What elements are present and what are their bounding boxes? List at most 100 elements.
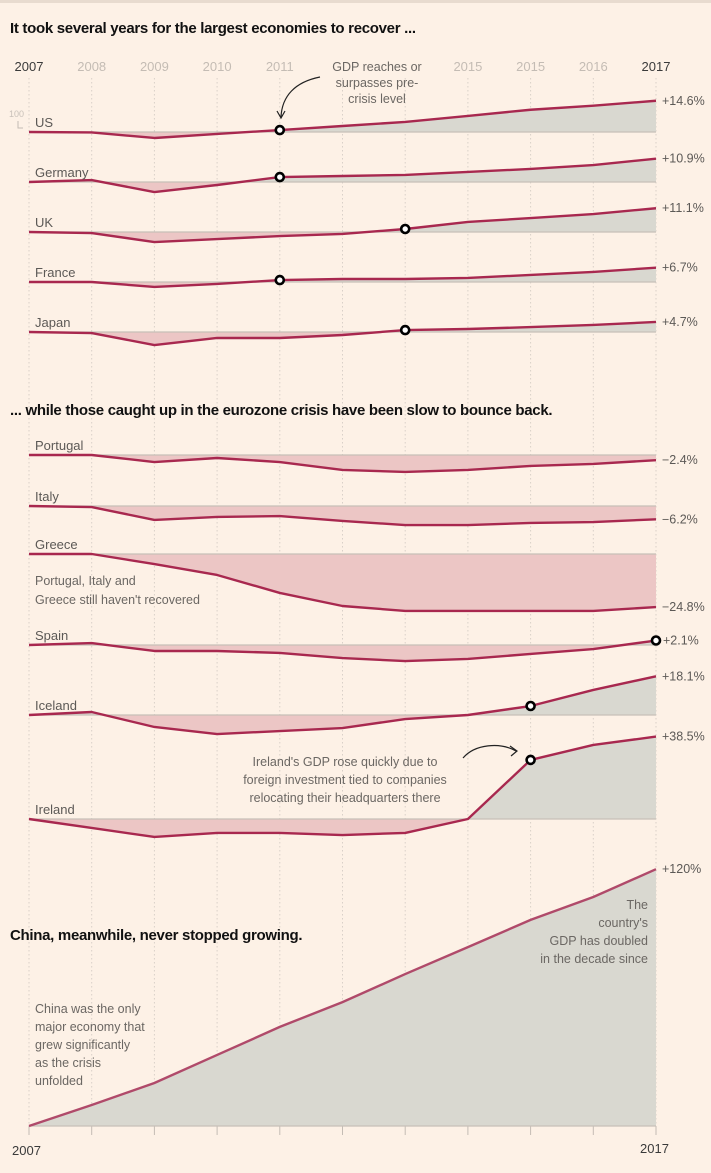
area-above-baseline <box>29 676 656 715</box>
series-label: Iceland <box>35 698 77 713</box>
x-tick-label-top: 2010 <box>203 59 232 74</box>
end-value-label: −6.2% <box>662 512 698 526</box>
heading-eurozone: ... while those caught up in the eurozon… <box>10 402 552 419</box>
end-value-label: +11.1% <box>662 201 704 215</box>
panel-spain: Spain +2.1% <box>28 628 699 663</box>
series-line-italy <box>28 504 657 527</box>
x-axis-bottom: 2007 2017 <box>12 1126 669 1158</box>
panel-uk: UK +11.1% <box>28 201 704 244</box>
series-label: Japan <box>35 315 70 330</box>
end-value-label: +38.5% <box>662 730 705 744</box>
recovery-marker <box>274 171 286 183</box>
annotation-recovery-line-2: surpasses pre- <box>336 76 419 90</box>
area-below-baseline <box>106 645 624 662</box>
heading-china: China, meanwhile, never stopped growing. <box>10 927 302 944</box>
end-value-label: +4.7% <box>662 315 698 329</box>
annotation-china-right-line-1: The <box>626 898 648 912</box>
area-below-baseline <box>91 455 656 472</box>
panel-ireland: Ireland +38.5% <box>28 730 705 839</box>
panel-france: France +6.7% <box>29 261 698 289</box>
heading-largest-economies: It took several years for the largest ec… <box>10 20 416 37</box>
series-line-uk <box>28 207 657 244</box>
x-tick-label-top: 2015 <box>516 59 545 74</box>
series-label: France <box>35 265 75 280</box>
series-label: Spain <box>35 628 68 643</box>
area-below-baseline <box>91 554 656 611</box>
panel-germany: Germany +10.9% <box>28 152 705 194</box>
annotation-pig-line-1: Portugal, Italy and <box>35 574 136 588</box>
panel-greece: Greece −24.8% <box>29 537 705 614</box>
x-tick-label-top: 2008 <box>77 59 106 74</box>
end-value-label: +2.1% <box>663 634 699 648</box>
area-below-baseline <box>29 232 368 243</box>
series-label: Portugal <box>35 438 84 453</box>
annotation-china-left-line-3: grew significantly <box>35 1038 131 1052</box>
x-tick-label-top: 2017 <box>642 59 671 74</box>
area-below-baseline <box>104 715 468 735</box>
series-line-france <box>29 266 657 289</box>
annotation-china-right-line-2: country's <box>598 916 648 930</box>
annotation-china-left-line-5: unfolded <box>35 1074 83 1088</box>
recovery-marker <box>274 274 286 286</box>
end-value-label: +6.7% <box>662 261 698 275</box>
annotation-ireland-line-2: foreign investment tied to companies <box>243 773 447 787</box>
arrowhead-icon <box>509 745 518 757</box>
area-below-baseline <box>101 182 241 193</box>
area-above-baseline <box>467 736 656 819</box>
end-value-label: −2.4% <box>662 453 698 467</box>
annotation-ireland: Ireland's GDP rose quickly due to foreig… <box>243 744 518 805</box>
panel-us: US +14.6% <box>28 94 705 140</box>
series-line-japan <box>28 320 657 347</box>
series-label: Italy <box>35 489 59 504</box>
area-above-baseline <box>29 869 656 1126</box>
end-value-label: +18.1% <box>662 669 705 683</box>
series-label: Ireland <box>35 802 75 817</box>
annotation-china-right-line-4: in the decade since <box>540 952 648 966</box>
annotation-recovery: GDP reaches or surpasses pre- crisis lev… <box>276 60 422 120</box>
series-label: Greece <box>35 537 78 552</box>
x-tick-label-bottom-2007: 2007 <box>12 1143 41 1158</box>
x-tick-label-top: 2009 <box>140 59 169 74</box>
annotation-china-right: The country's GDP has doubled in the dec… <box>540 898 648 966</box>
series-label: UK <box>35 215 53 230</box>
annotation-ireland-line-1: Ireland's GDP rose quickly due to <box>253 755 438 769</box>
area-below-baseline <box>29 132 249 138</box>
series-panels: US +14.6% Germany +10.9% UK +11.1% France +6.7%… <box>28 94 705 1128</box>
recovery-marker <box>399 223 411 235</box>
arrow-icon <box>280 76 321 118</box>
panel-portugal: Portugal −2.4% <box>29 438 698 474</box>
annotation-recovery-line-3: crisis level <box>348 92 406 106</box>
arrowhead-icon <box>276 110 286 120</box>
annotation-china-left-line-1: China was the only <box>35 1002 141 1016</box>
area-above-baseline <box>29 158 656 182</box>
x-axis-top-labels: 2007 2008 2009 2010 2011 2015 2015 2016 2017 <box>15 59 671 74</box>
series-line-portugal <box>29 453 657 474</box>
panel-china: +120% <box>28 862 701 1128</box>
series-line-greece <box>29 552 657 613</box>
panel-iceland: Iceland +18.1% <box>28 669 705 736</box>
recovery-marker <box>274 124 286 136</box>
panel-italy: Italy −6.2% <box>28 489 698 527</box>
area-below-baseline <box>29 506 656 526</box>
x-tick-label-top: 2015 <box>453 59 482 74</box>
series-label: US <box>35 115 53 130</box>
series-line-spain <box>28 639 657 663</box>
series-line-us <box>28 99 657 140</box>
recovery-marker <box>650 635 662 646</box>
annotation-china-left-line-4: as the crisis <box>35 1056 101 1070</box>
series-line-iceland <box>28 675 657 736</box>
annotation-china-left: China was the only major economy that gr… <box>35 1002 145 1088</box>
end-value-label: +14.6% <box>662 94 705 108</box>
series-line-germany <box>28 157 657 194</box>
x-tick-label-top: 2007 <box>15 59 44 74</box>
recovery-marker <box>399 324 411 336</box>
annotation-ireland-line-3: relocating their headquarters there <box>249 791 440 805</box>
area-above-baseline <box>29 267 656 282</box>
end-value-label: +10.9% <box>662 152 705 166</box>
annotation-china-right-line-3: GDP has doubled <box>550 934 648 948</box>
annotation-pig-line-2: Greece still haven't recovered <box>35 593 200 607</box>
series-line-ireland <box>28 735 657 839</box>
panel-japan: Japan +4.7% <box>28 315 698 347</box>
arrow-icon <box>462 744 517 759</box>
